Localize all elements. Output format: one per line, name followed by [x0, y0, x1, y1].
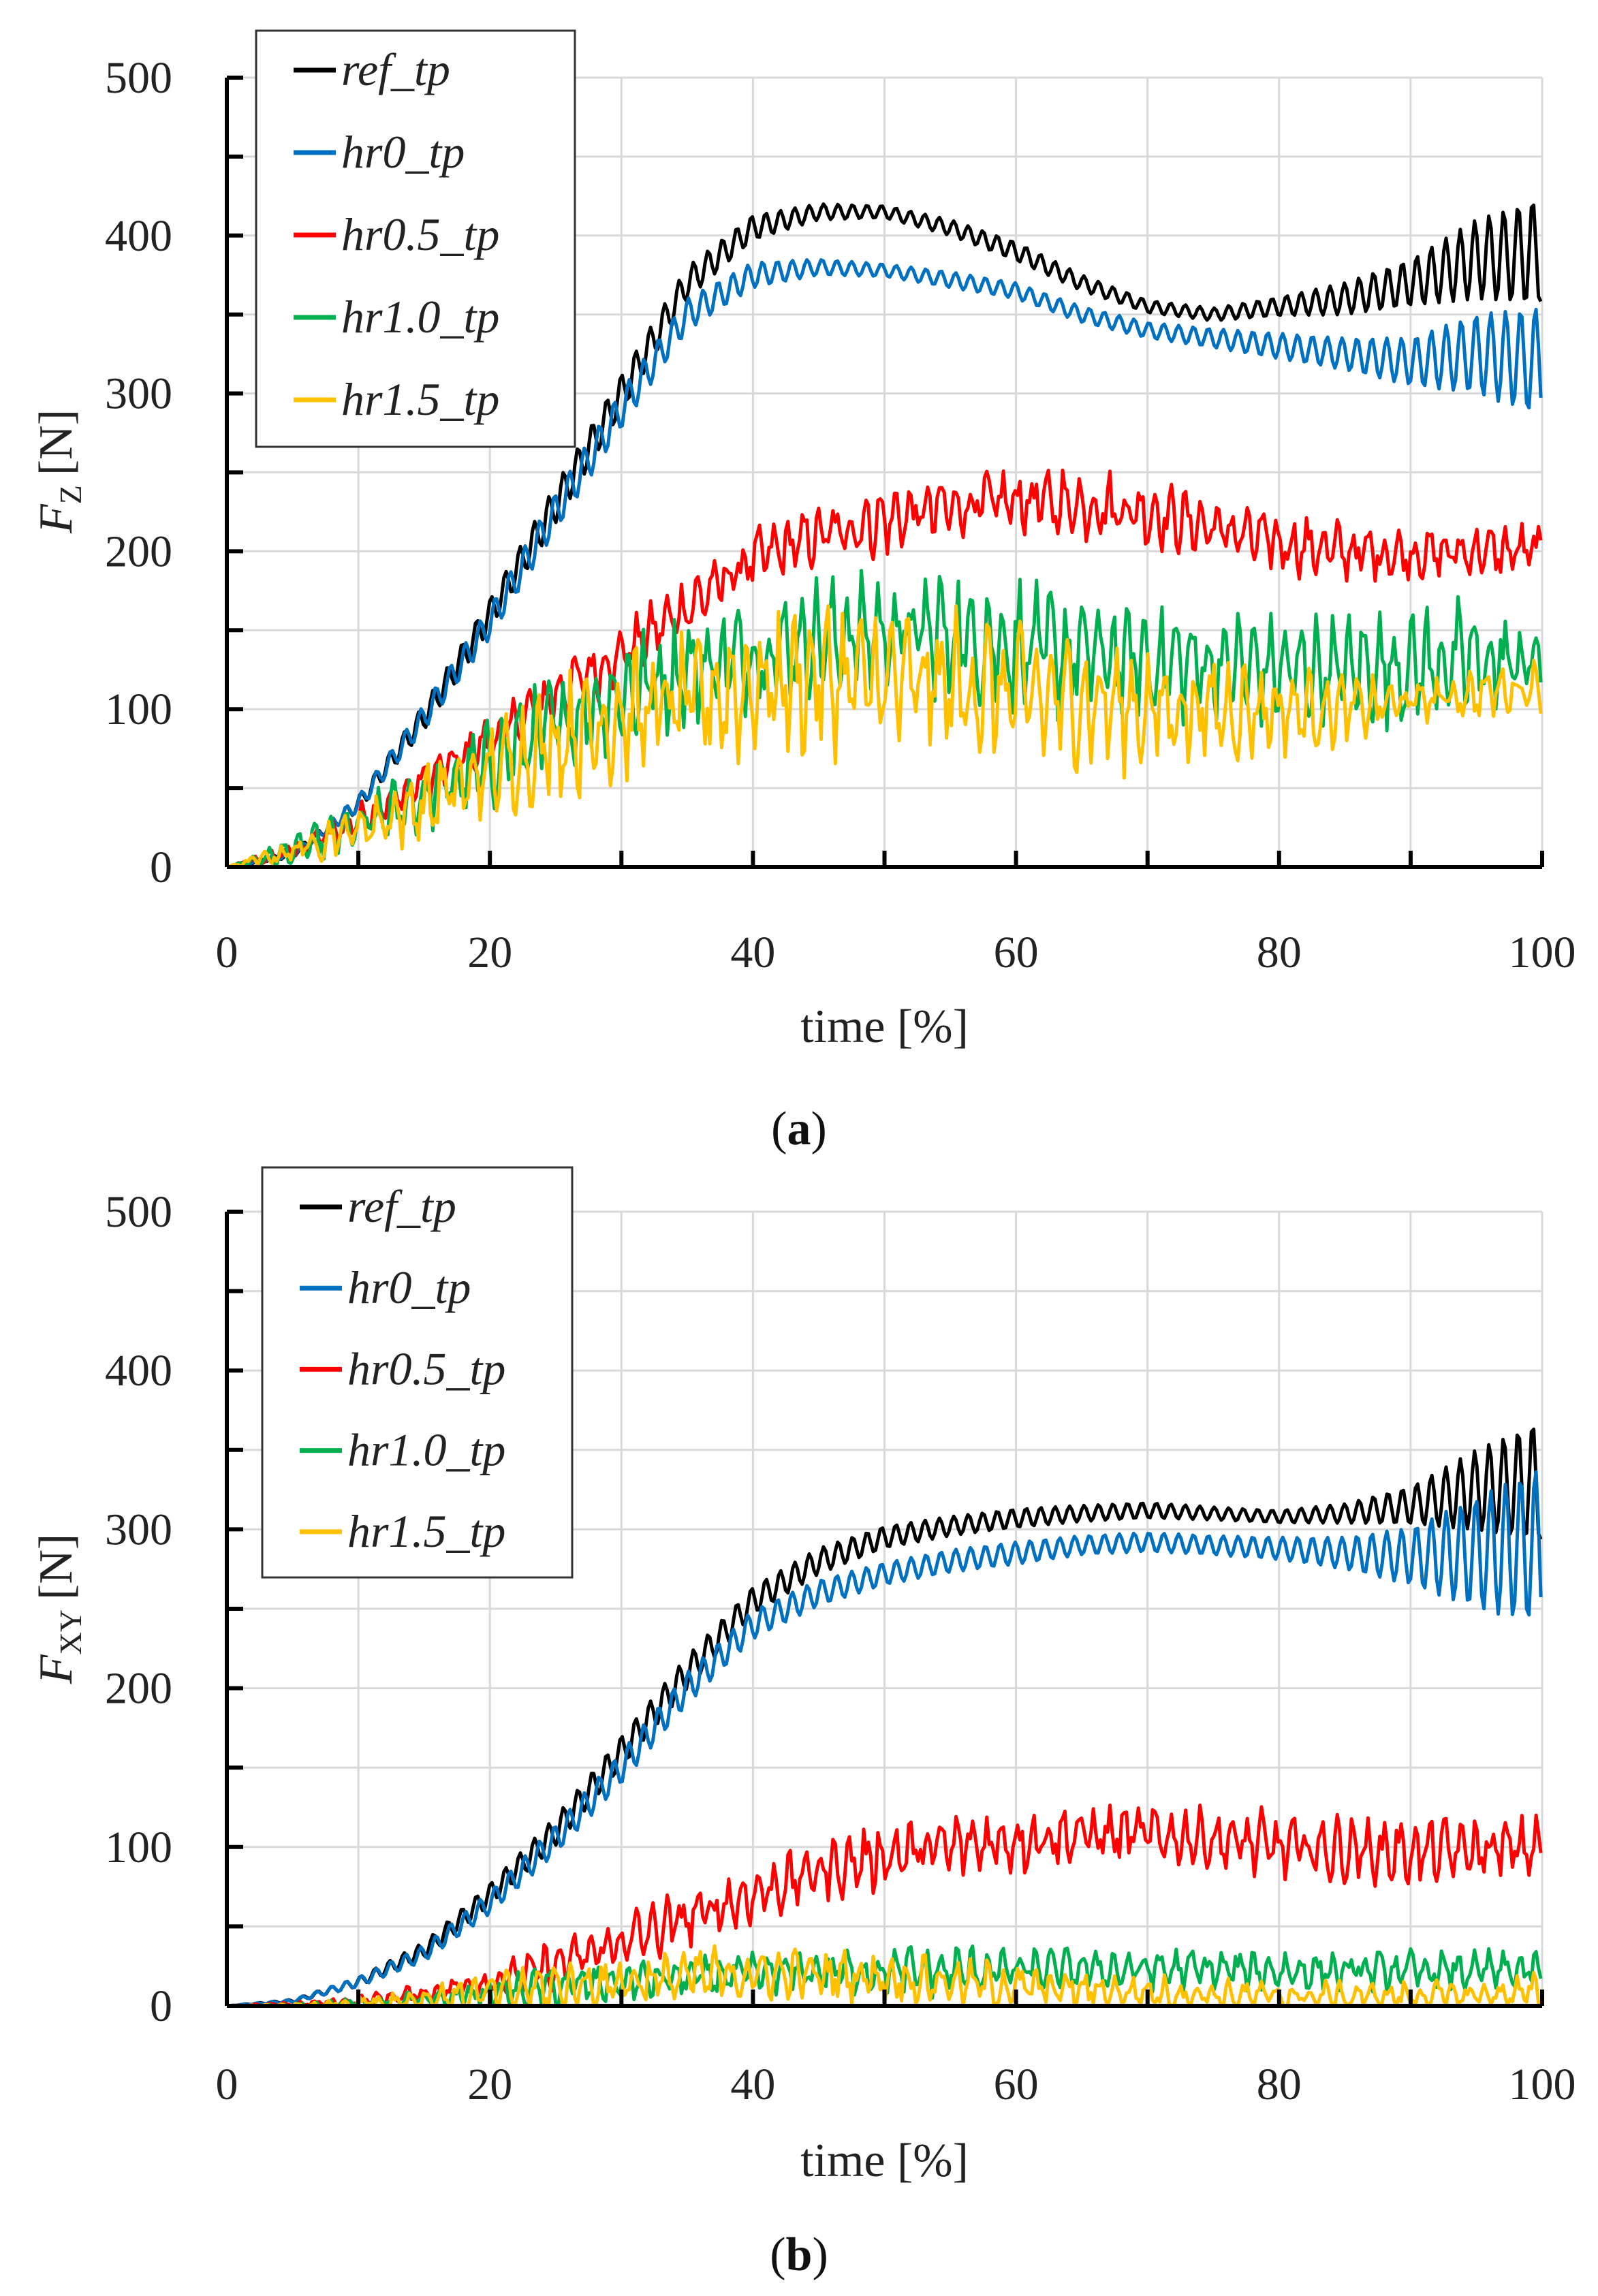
x-axis-label: time [%]: [800, 2135, 969, 2187]
x-tick-label: 80: [1257, 2060, 1302, 2109]
caption-paren-open: (: [771, 1103, 787, 1155]
x-tick-label: 80: [1257, 928, 1302, 977]
y-axis-label: FXY [N]: [30, 1534, 88, 1684]
x-tick-label: 40: [730, 928, 775, 977]
x-tick-label: 20: [467, 2060, 512, 2109]
x-tick-label: 40: [730, 2060, 775, 2109]
y-axis-label: FZ [N]: [30, 409, 88, 534]
y-tick-label: 500: [105, 53, 172, 103]
y-axis-symbol: F: [30, 503, 82, 534]
legend-label: hr1.0_tp: [347, 1424, 505, 1476]
caption-letter: a: [787, 1103, 811, 1155]
y-tick-label: 100: [105, 1823, 172, 1872]
caption-paren-close: ): [812, 2229, 828, 2281]
legend-label: hr0_tp: [341, 126, 465, 178]
y-tick-label: 200: [105, 526, 172, 576]
y-tick-label: 0: [150, 843, 172, 892]
caption-paren-close: ): [811, 1103, 826, 1155]
caption-paren-open: (: [770, 2229, 785, 2281]
y-axis-unit: [N]: [30, 1534, 82, 1600]
y-tick-label: 300: [105, 369, 172, 419]
y-axis-subscript: XY: [53, 1609, 88, 1654]
series-line-hr0-5_tp: [227, 1803, 1543, 2008]
legend: ref_tp hr0_tp hr0.5_tp hr1.0_tp hr1.5_tp: [261, 1166, 574, 1579]
legend-label: hr1.0_tp: [341, 291, 499, 343]
legend-box: [261, 1166, 574, 1579]
legend-label: ref_tp: [341, 44, 450, 95]
series-line-hr0_tp: [226, 1470, 1543, 2008]
x-tick-label: 60: [994, 928, 1039, 977]
y-axis-subscript: Z: [53, 485, 88, 504]
x-tick-label: 20: [467, 928, 512, 977]
legend-box: [255, 29, 576, 448]
series-line-hr1-5_tp: [226, 604, 1543, 869]
series-line-hr1-0_tp: [227, 1944, 1543, 2008]
x-axis-label: time [%]: [800, 1001, 969, 1053]
series-line-ref_tp: [226, 202, 1543, 869]
y-tick-label: 300: [105, 1505, 172, 1554]
legend-label: hr1.5_tp: [347, 1505, 505, 1557]
panel-caption: (b): [770, 2229, 828, 2281]
y-tick-label: 100: [105, 685, 172, 734]
x-tick-label: 100: [1509, 928, 1576, 977]
x-tick-label: 0: [216, 928, 238, 977]
caption-letter: b: [786, 2229, 813, 2281]
y-axis-unit: [N]: [30, 409, 82, 475]
y-axis-symbol: F: [30, 1654, 82, 1684]
x-tick-label: 100: [1509, 2060, 1576, 2109]
x-tick-label: 0: [216, 2060, 238, 2109]
legend-label: ref_tp: [347, 1180, 456, 1232]
y-tick-label: 400: [105, 1346, 172, 1396]
legend-label: hr0.5_tp: [347, 1342, 505, 1394]
y-tick-label: 500: [105, 1187, 172, 1237]
legend: ref_tp hr0_tp hr0.5_tp hr1.0_tp hr1.5_tp: [255, 29, 576, 448]
legend-label: hr0_tp: [347, 1261, 471, 1313]
chart-panel-b: 0 100 200 300 400 500 0 20 40 60 80 100 time [%] FXY […: [30, 1166, 1576, 2281]
panel-caption: (a): [771, 1103, 827, 1155]
legend-label: hr0.5_tp: [341, 208, 499, 260]
series-line-hr0_tp: [226, 258, 1543, 869]
y-tick-label: 400: [105, 211, 172, 261]
y-tick-label: 0: [150, 1981, 172, 2031]
series-line-ref_tp: [226, 1427, 1543, 2008]
x-tick-label: 60: [994, 2060, 1039, 2109]
y-tick-label: 200: [105, 1664, 172, 1714]
legend-label: hr1.5_tp: [341, 373, 499, 425]
chart-panel-a: 0 100 200 300 400 500 0 20 40 60 80 100 time [%] FZ [N…: [30, 29, 1576, 1155]
